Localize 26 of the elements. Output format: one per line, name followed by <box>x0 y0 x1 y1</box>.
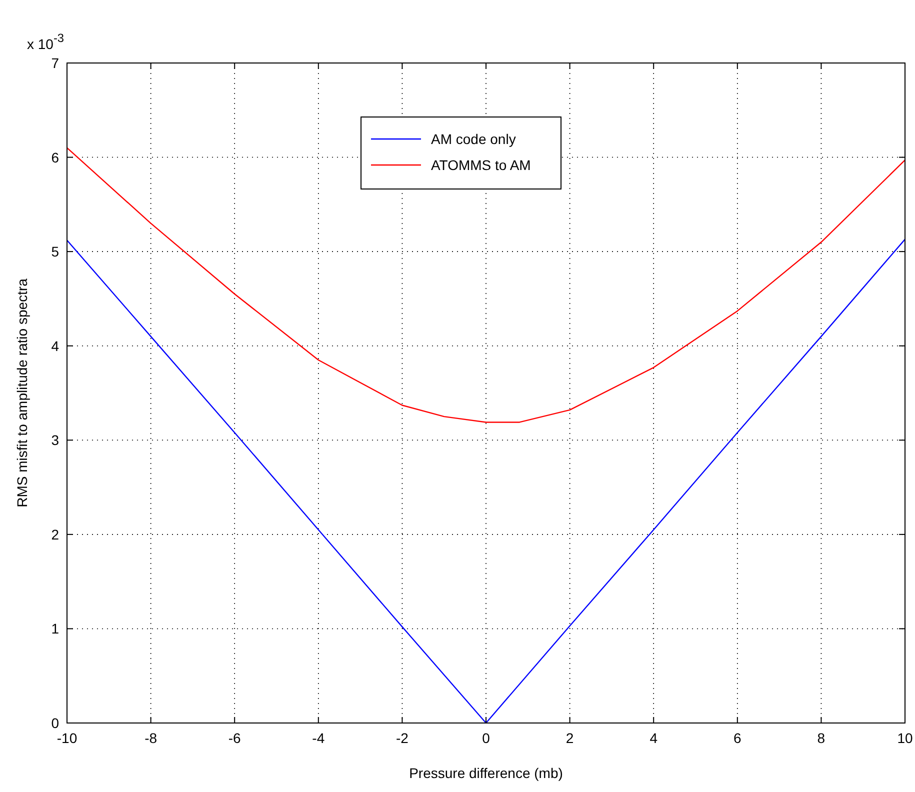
x-tick-label: -10 <box>56 730 78 746</box>
y-axis-title: RMS misfit to amplitude ratio spectra <box>14 278 30 508</box>
x-tick-label: 8 <box>817 730 826 746</box>
x-tick-label: -4 <box>312 730 325 746</box>
x-tick-label: 10 <box>897 730 913 746</box>
line-series <box>66 238 906 724</box>
y-tick-label: 0 <box>51 715 60 731</box>
legend-label: ATOMMS to AM <box>431 157 531 173</box>
x-tick-label: -6 <box>228 730 242 746</box>
y-tick-label: 6 <box>51 149 60 166</box>
legend-label: AM code only <box>431 131 516 147</box>
x-tick-label: 6 <box>734 730 742 746</box>
text: x 10$^{-3}$ <box>27 31 64 52</box>
x-tick-label: 0 <box>482 730 490 746</box>
y-tick-label: 2 <box>51 526 60 542</box>
x-axis-title: Pressure difference (mb) <box>409 765 563 781</box>
x-tick-label: 4 <box>650 730 658 746</box>
y-tick-label: 4 <box>51 338 60 354</box>
x-tick-label: -8 <box>144 730 158 746</box>
y-tick-label: 1 <box>51 620 60 637</box>
x-tick-label: 2 <box>566 730 574 746</box>
y-tick-label: 3 <box>51 432 60 448</box>
y-tick-label: 5 <box>51 244 60 260</box>
x-tick-label: -2 <box>396 730 409 746</box>
y-tick-label: 7 <box>51 55 60 71</box>
line-series <box>66 147 906 423</box>
